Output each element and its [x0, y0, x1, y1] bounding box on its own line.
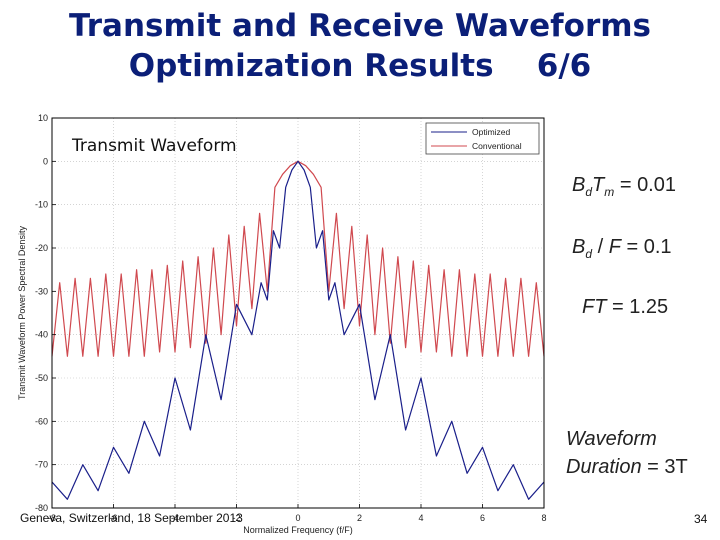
slide-title-line2: Optimization Results 6/6 [128, 48, 592, 84]
y-tick-label: -30 [35, 286, 48, 296]
eq1-value: 0.01 [637, 174, 676, 196]
eq1-t: T [592, 174, 605, 196]
slide-title: Transmit and Receive Waveforms Optimizat… [0, 6, 720, 86]
eq3-ft: FT [582, 296, 607, 318]
equation-bd-tm: BdTm = 0.01 [572, 174, 676, 199]
footer-text: Geneva, Switzerland, 18 September 2013 [20, 511, 243, 525]
x-tick-label: 0 [295, 513, 300, 523]
x-tick-label: -8 [48, 513, 56, 523]
eq2-f: F [608, 236, 621, 258]
y-tick-label: -20 [35, 243, 48, 253]
eq2-equals: = [626, 236, 639, 258]
slide-title-line1: Transmit and Receive Waveforms [69, 8, 651, 44]
duration-equals: = [647, 456, 659, 478]
x-tick-label: 8 [541, 513, 546, 523]
legend-optimized-label: Optimized [472, 127, 511, 137]
duration-label: Duration [566, 456, 642, 478]
duration-line1: Waveform [566, 428, 657, 450]
x-tick-label: -6 [109, 513, 117, 523]
psd-chart: -8 -6 -4 -2 0 2 4 6 8100-10-20-30-40-50-60-70-80… [17, 113, 547, 535]
x-axis-label: Normalized Frequency (f/F) [243, 525, 353, 535]
duration-value: 3T [664, 456, 688, 478]
x-tick-label: 2 [357, 513, 362, 523]
x-tick-label: -4 [171, 513, 179, 523]
page-number: 34 [694, 512, 708, 526]
x-tick-label: 6 [480, 513, 485, 523]
series-layer [51, 160, 545, 500]
eq1-sub-d: d [585, 185, 593, 199]
x-tick-label: 4 [418, 513, 423, 523]
legend-conventional-label: Conventional [472, 141, 522, 151]
eq1-sub-m: m [604, 185, 615, 199]
legend-box [425, 122, 540, 155]
eq1-equals: = [619, 174, 632, 196]
y-axis-label: Transmit Waveform Power Spectral Density [17, 226, 27, 400]
y-tick-label: -40 [35, 330, 48, 340]
y-tick-label: -70 [35, 460, 48, 470]
y-tick-label: -10 [35, 200, 48, 210]
eq2-value: 0.1 [643, 236, 672, 258]
eq2-sub-d: d [585, 247, 593, 261]
x-tick-label: -2 [232, 513, 240, 523]
eq2-b: B [572, 236, 586, 258]
y-tick-label: -60 [35, 416, 48, 426]
legend: Optimized Conventional [425, 122, 540, 155]
y-tick-label: -50 [35, 373, 48, 383]
eq3-value: 1.25 [629, 296, 669, 318]
equation-ft: FT = 1.25 [582, 296, 668, 319]
y-tick-label: -80 [35, 503, 48, 513]
chart-title: Transmit Waveform [71, 136, 237, 156]
eq2-slash: / [597, 236, 604, 258]
series-optimized-line [51, 160, 545, 500]
y-tick-label: 10 [38, 113, 48, 123]
eq1-b: B [572, 174, 586, 196]
y-tick-label: 0 [43, 156, 48, 166]
eq3-equals: = [612, 296, 624, 318]
grid-layer [51, 117, 545, 509]
equation-bd-over-f: Bd / F = 0.1 [572, 236, 672, 261]
waveform-duration: Waveform Duration = 3T [566, 425, 688, 481]
